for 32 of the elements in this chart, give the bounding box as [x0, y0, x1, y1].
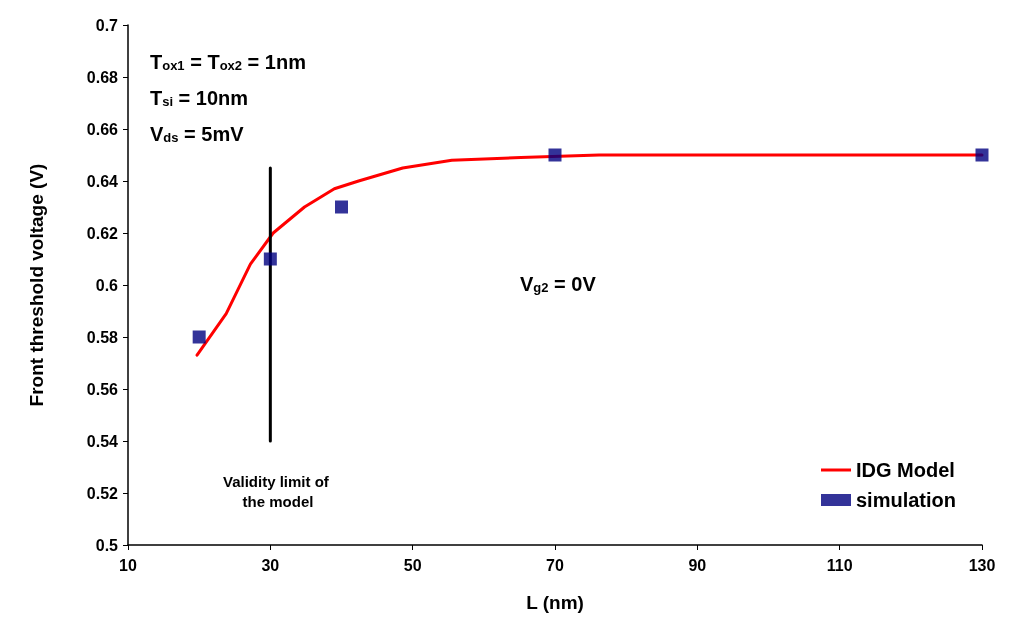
x-axis-title: L (nm)	[526, 592, 584, 613]
y-tick-label: 0.52	[86, 484, 119, 502]
x-tick-label: 130	[968, 556, 996, 574]
y-tick-label: 0.62	[86, 224, 119, 242]
point	[975, 148, 989, 162]
y-tick-label: 0.5	[95, 536, 119, 554]
point	[263, 252, 277, 266]
point	[192, 330, 206, 344]
annotation: Tsi = 10nm	[150, 87, 249, 109]
annotation: Vg2 = 0V	[520, 273, 597, 295]
y-tick-label: 0.56	[86, 380, 119, 398]
x-tick-label: 50	[403, 556, 422, 574]
x-tick-label: 90	[688, 556, 707, 574]
y-tick-label: 0.64	[86, 172, 119, 190]
legend-label: simulation	[855, 489, 957, 511]
y-tick-label: 0.58	[86, 328, 119, 346]
point	[548, 148, 562, 162]
annotation: Tox1 = Tox2 = 1nm	[150, 51, 306, 73]
x-tick-label: 10	[119, 556, 137, 574]
y-tick-label: 0.66	[86, 120, 119, 138]
y-axis-title: Front threshold voltage (V)	[26, 163, 47, 407]
y-tick-label: 0.68	[86, 68, 119, 86]
y-tick-label: 0.7	[95, 16, 119, 34]
legend-label: IDG Model	[855, 459, 955, 481]
y-tick-label: 0.6	[95, 276, 119, 294]
annotation: Validity limit of the model	[222, 472, 334, 510]
y-tick-label: 0.54	[86, 432, 119, 450]
x-tick-label: 30	[261, 556, 280, 574]
x-tick-label: 110	[826, 556, 853, 574]
annotation: Vds = 5mV	[150, 123, 245, 145]
x-tick-label: 70	[546, 556, 564, 574]
point	[335, 200, 348, 214]
